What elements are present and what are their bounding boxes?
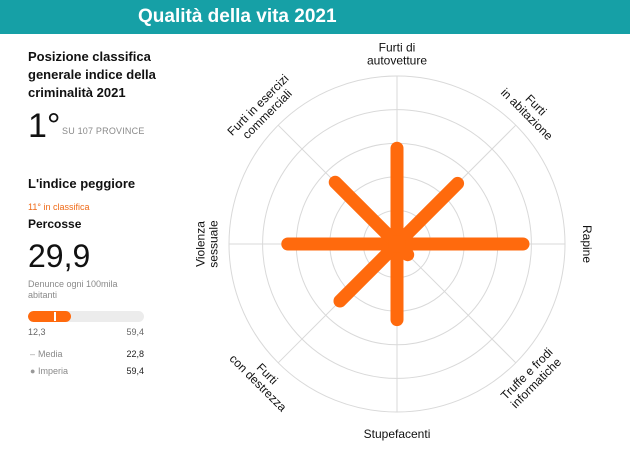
axis-label-line: Furti di (379, 41, 416, 55)
legend-value-imperia: 59,4 (126, 366, 144, 376)
grid-spoke (396, 243, 517, 364)
range-bar-labels: 12,3 59,4 (28, 327, 144, 339)
value-spoke-1 (390, 176, 465, 251)
ranking-row: 1° SU 107 PROVINCE (28, 108, 158, 148)
dot-icon: ● (30, 366, 36, 376)
axis-label-0: Furti di autovetture (367, 41, 427, 68)
legend-value-media: 22,8 (126, 349, 144, 359)
range-min-label: 12,3 (28, 327, 46, 337)
axis-label-line: Violenza (194, 221, 208, 267)
worst-index-value: 29,9 (28, 238, 91, 274)
legend-label-media: Media (38, 349, 63, 359)
stats-panel: Posizione classifica generale indice del… (28, 48, 158, 380)
axis-label-6: Violenzasessuale (194, 220, 221, 268)
header-bar: Qualità della vita 2021 (0, 0, 630, 34)
ranking-title: Posizione classifica generale indice del… (28, 49, 156, 100)
axis-label-line: Stupefacenti (364, 427, 431, 441)
dash-icon: – (30, 349, 36, 359)
axis-label-line: autovetture (367, 54, 427, 68)
range-bar-fill (28, 311, 72, 322)
axis-label-line: Rapine (580, 225, 594, 263)
page-title: Qualità della vita 2021 (138, 6, 337, 27)
value-spoke-7 (328, 175, 404, 251)
median-marker (53, 312, 56, 321)
ranking-subtitle: SU 107 PROVINCE (62, 126, 145, 136)
center-hub (388, 235, 406, 253)
worst-index-name: Percosse (28, 217, 82, 231)
axis-label-4: Stupefacenti (364, 427, 431, 441)
legend-row-media: – Media 22,8 (28, 349, 144, 363)
legend-label-imperia: Imperia (38, 366, 69, 376)
ranking-value: 1° (28, 107, 61, 145)
axis-label-line: sessuale (207, 220, 221, 268)
legend-row-imperia: ● Imperia 59,4 (28, 366, 144, 380)
worst-index-description: Denunce ogni 100mila abitanti (28, 279, 118, 300)
range-max-label: 59,4 (126, 327, 144, 337)
range-bar (28, 311, 144, 322)
axis-label-2: Rapine (580, 225, 594, 263)
value-spoke-5 (333, 237, 404, 308)
worst-index-title: L'indice peggiore (28, 176, 136, 191)
worst-index-rank: 11° in classifica (28, 202, 90, 212)
